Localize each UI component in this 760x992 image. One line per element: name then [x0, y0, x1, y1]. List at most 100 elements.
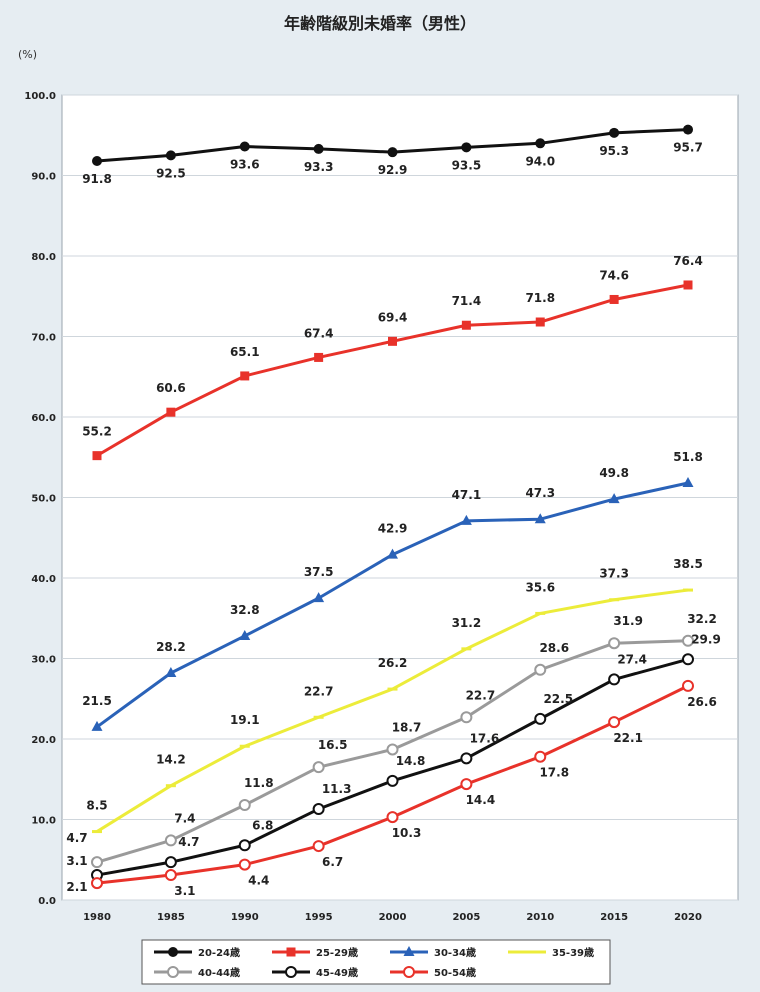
data-label: 6.8 — [252, 818, 273, 832]
data-label: 42.9 — [378, 522, 408, 536]
data-point — [312, 803, 325, 816]
legend-label: 45-49歳 — [316, 966, 358, 979]
data-point — [535, 611, 546, 615]
data-label: 60.6 — [156, 381, 186, 395]
y-tick-label: 90.0 — [31, 172, 56, 183]
data-point — [535, 317, 545, 327]
data-label: 3.1 — [174, 884, 195, 898]
data-label: 28.2 — [156, 640, 186, 654]
data-point — [460, 711, 473, 724]
x-tick-label: 2000 — [379, 912, 407, 923]
data-label: 37.5 — [304, 565, 334, 579]
data-label: 16.5 — [318, 738, 348, 752]
data-point — [314, 352, 324, 362]
data-label: 22.1 — [613, 731, 643, 745]
data-point — [312, 761, 325, 774]
data-point — [239, 141, 250, 152]
y-tick-label: 70.0 — [31, 333, 56, 344]
data-point — [682, 634, 694, 647]
data-point — [164, 856, 177, 869]
data-label: 17.8 — [539, 766, 569, 780]
data-label: 14.8 — [396, 754, 426, 768]
data-point — [535, 138, 546, 149]
data-label: 18.7 — [392, 720, 422, 734]
data-label: 91.8 — [82, 172, 112, 186]
data-label: 6.7 — [322, 855, 343, 869]
data-point — [534, 513, 546, 524]
data-label: 22.7 — [466, 688, 496, 702]
data-label: 95.3 — [599, 144, 629, 158]
legend-label: 30-34歳 — [434, 946, 476, 959]
data-label: 94.0 — [525, 154, 555, 168]
data-label: 93.5 — [452, 158, 482, 172]
x-tick-label: 2020 — [674, 912, 702, 923]
y-tick-label: 50.0 — [31, 494, 56, 505]
data-label: 47.1 — [452, 488, 482, 502]
data-point — [608, 637, 621, 650]
data-point — [608, 493, 620, 504]
legend-label: 40-44歳 — [198, 966, 240, 979]
data-label: 19.1 — [230, 713, 260, 727]
legend-label: 50-54歳 — [434, 966, 476, 979]
data-point — [164, 834, 177, 847]
data-point — [92, 156, 102, 167]
data-point — [683, 588, 693, 592]
data-point — [683, 280, 693, 290]
data-point — [312, 840, 325, 853]
data-point — [168, 947, 178, 957]
data-label: 31.9 — [613, 614, 643, 628]
data-label: 47.3 — [525, 486, 555, 500]
data-point — [534, 663, 547, 676]
data-point — [92, 830, 102, 834]
data-point — [460, 514, 472, 525]
data-point — [403, 946, 415, 956]
data-point — [91, 856, 103, 869]
x-tick-label: 1980 — [83, 912, 111, 923]
data-point — [522, 950, 532, 954]
data-point — [165, 666, 177, 677]
data-label: 2.1 — [66, 880, 87, 894]
data-point — [387, 687, 398, 691]
data-point — [682, 679, 694, 692]
data-point — [683, 124, 693, 135]
data-point — [682, 653, 694, 666]
chart-title: 年齢階級別未婚率（男性） — [283, 14, 476, 33]
data-point — [165, 784, 176, 788]
x-tick-label: 1995 — [305, 912, 333, 923]
data-point — [285, 966, 297, 978]
y-tick-label: 10.0 — [31, 816, 56, 827]
data-label: 28.6 — [539, 641, 569, 655]
data-label: 37.3 — [599, 567, 629, 581]
data-label: 7.4 — [174, 811, 195, 825]
data-point — [460, 752, 473, 765]
y-axis-unit-label: (%) — [18, 48, 38, 61]
data-point — [460, 778, 473, 791]
data-label: 32.2 — [687, 612, 717, 626]
data-label: 92.5 — [156, 166, 186, 180]
data-label: 4.7 — [66, 831, 87, 845]
data-point — [609, 127, 620, 138]
data-label: 67.4 — [304, 326, 334, 340]
legend-label: 35-39歳 — [552, 946, 594, 959]
data-label: 49.8 — [599, 466, 629, 480]
data-label: 14.2 — [156, 753, 186, 767]
data-point — [165, 150, 176, 161]
legend-label: 20-24歳 — [198, 946, 240, 959]
data-point — [240, 371, 250, 381]
data-label: 4.7 — [178, 835, 199, 849]
data-point — [461, 320, 471, 330]
data-label: 76.4 — [673, 254, 703, 268]
x-tick-label: 1990 — [231, 912, 259, 923]
data-label: 27.4 — [617, 652, 647, 666]
data-point — [286, 947, 296, 957]
data-label: 93.6 — [230, 158, 260, 172]
data-point — [164, 869, 177, 882]
data-point — [387, 548, 398, 559]
data-point — [461, 142, 472, 153]
data-label: 4.4 — [248, 874, 269, 888]
data-point — [682, 477, 694, 488]
data-label: 71.8 — [525, 291, 555, 305]
data-point — [534, 712, 547, 725]
